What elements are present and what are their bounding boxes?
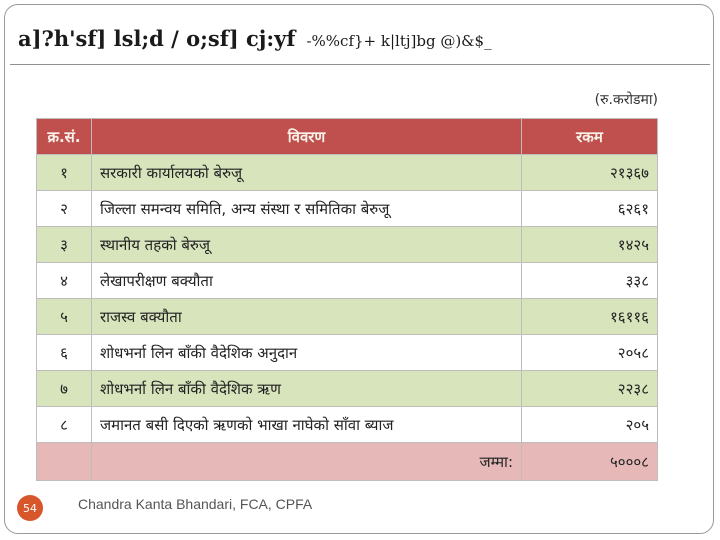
table-row: ६ शोधभर्ना लिन बाँकी वैदेशिक अनुदान २०५८ [36, 334, 658, 371]
footer-author: Chandra Kanta Bhandari, FCA, CPFA [78, 496, 313, 512]
header-serial: क्र.सं. [36, 118, 92, 155]
header-amount: रकम [521, 118, 658, 155]
arrears-table: क्र.सं. विवरण रकम १ सरकारी कार्यालयको बे… [36, 118, 658, 481]
row-amount: १४२५ [521, 226, 658, 263]
table-row: १ सरकारी कार्यालयको बेरुजू २१३६७ [36, 154, 658, 191]
row-amount: १६११६ [521, 298, 658, 335]
row-description: शोधभर्ना लिन बाँकी वैदेशिक अनुदान [91, 334, 522, 371]
row-description: राजस्व बक्यौता [91, 298, 522, 335]
row-description: सरकारी कार्यालयको बेरुजू [91, 154, 522, 191]
row-serial: ३ [36, 226, 92, 263]
row-serial: ६ [36, 334, 92, 371]
table-header-row: क्र.सं. विवरण रकम [36, 118, 658, 155]
total-label: जम्मा: [91, 442, 522, 481]
row-serial: २ [36, 190, 92, 227]
row-amount: २०५ [521, 406, 658, 443]
table-row: ७ शोधभर्ना लिन बाँकी वैदेशिक ऋण २२३८ [36, 370, 658, 407]
unit-note: (रु.करोडमा) [594, 92, 658, 108]
row-serial: ८ [36, 406, 92, 443]
page-number-badge: 54 [17, 495, 43, 521]
row-amount: २१३६७ [521, 154, 658, 191]
row-amount: २०५८ [521, 334, 658, 371]
row-description: जिल्ला समन्वय समिति, अन्य संस्था र समिति… [91, 190, 522, 227]
row-description: लेखापरीक्षण बक्यौता [91, 262, 522, 299]
total-amount: ५०००८ [521, 442, 658, 481]
total-row: जम्मा: ५०००८ [36, 442, 658, 481]
row-serial: १ [36, 154, 92, 191]
row-serial: ७ [36, 370, 92, 407]
slide-frame [4, 4, 714, 534]
title-subtitle: -%%cf}+ k|ltj]bg @)&$_ [306, 32, 492, 50]
row-description: शोधभर्ना लिन बाँकी वैदेशिक ऋण [91, 370, 522, 407]
row-serial: ५ [36, 298, 92, 335]
table-row: ४ लेखापरीक्षण बक्यौता ३३८ [36, 262, 658, 299]
title-divider [10, 64, 710, 65]
row-description: जमानत बसी दिएको ऋणको भाखा नाघेको साँवा ब… [91, 406, 522, 443]
total-empty-cell [36, 442, 92, 481]
slide-title: a]?h'sf] lsl;d / o;sf] cj:yf -%%cf}+ k|l… [18, 26, 492, 51]
row-amount: २२३८ [521, 370, 658, 407]
title-main: a]?h'sf] lsl;d / o;sf] cj:yf [18, 26, 296, 51]
row-amount: ३३८ [521, 262, 658, 299]
table-row: २ जिल्ला समन्वय समिति, अन्य संस्था र समि… [36, 190, 658, 227]
table-row: ३ स्थानीय तहको बेरुजू १४२५ [36, 226, 658, 263]
table-row: ५ राजस्व बक्यौता १६११६ [36, 298, 658, 335]
row-serial: ४ [36, 262, 92, 299]
row-description: स्थानीय तहको बेरुजू [91, 226, 522, 263]
header-description: विवरण [91, 118, 522, 155]
table-row: ८ जमानत बसी दिएको ऋणको भाखा नाघेको साँवा… [36, 406, 658, 443]
row-amount: ६२६१ [521, 190, 658, 227]
